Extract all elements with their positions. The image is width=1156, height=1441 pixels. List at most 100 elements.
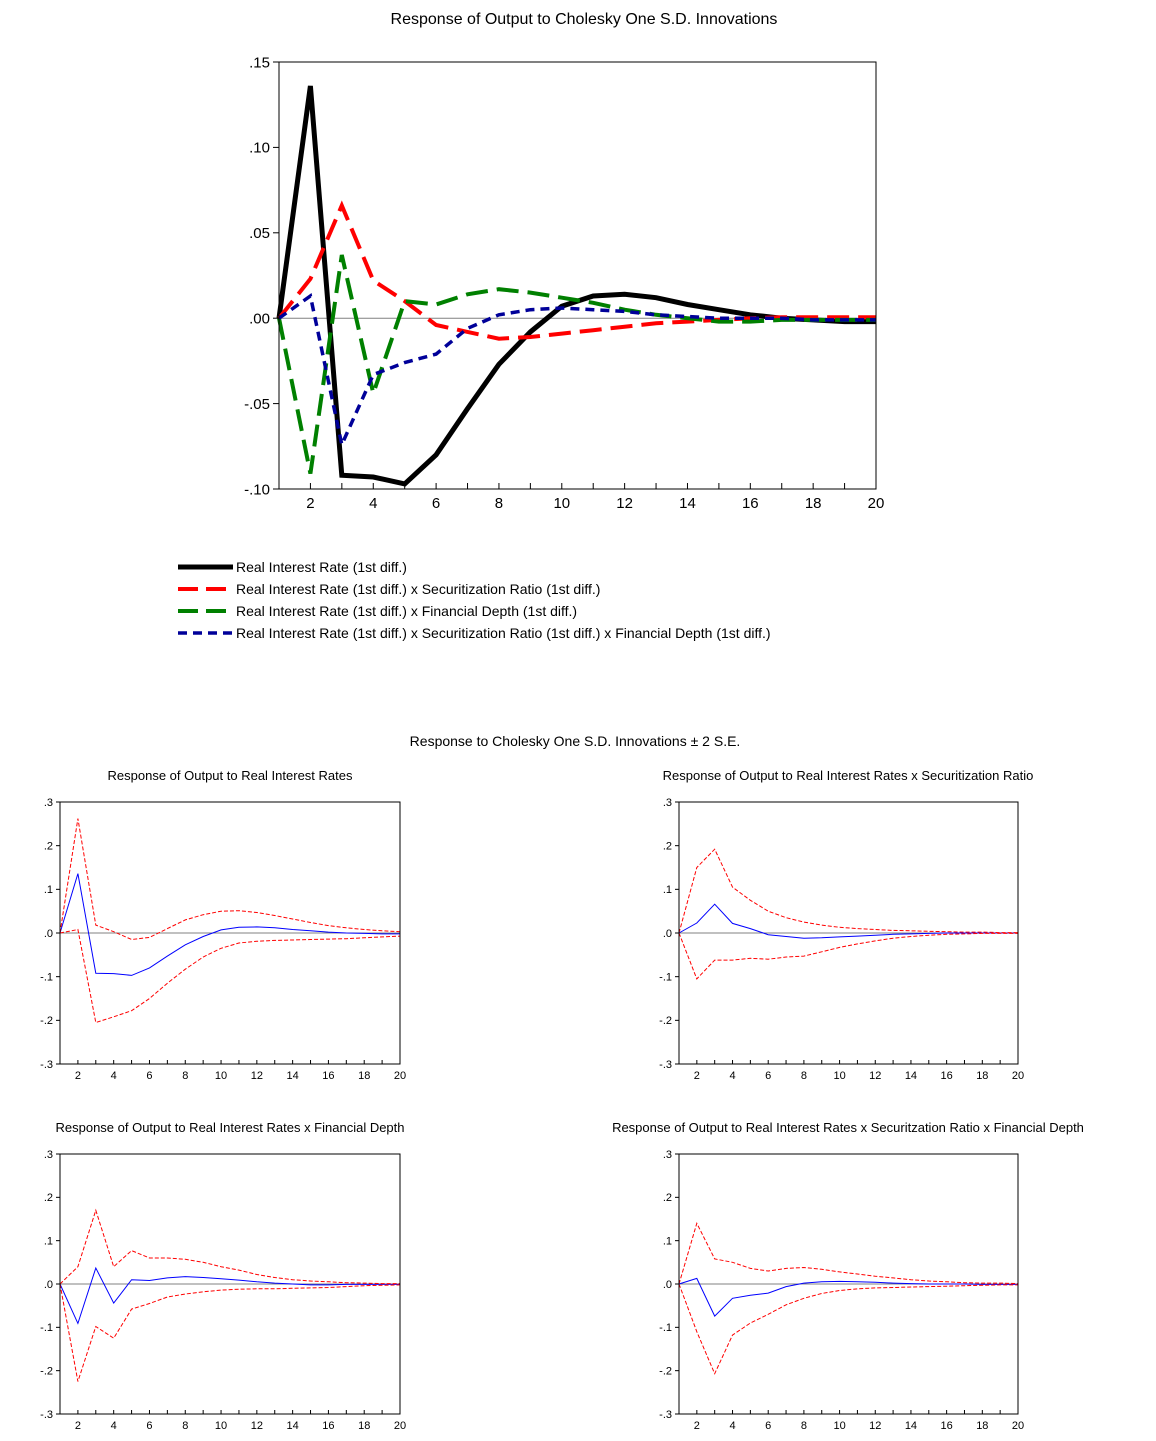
series-line-s3 [277,254,876,474]
series-line-response [678,1277,1018,1317]
x-tick-label: 12 [251,1420,263,1432]
panel-4-title: Response of Output to Real Interest Rate… [612,1120,1084,1135]
main-chart-legend: Real Interest Rate (1st diff.) Real Inter… [178,559,771,641]
legend-entry-label: Real Interest Rate (1st diff.) x Securit… [236,581,600,597]
series-line-response [59,1266,400,1325]
series-line-s2 [277,200,876,341]
x-tick-label: 14 [679,495,696,512]
series-line-response [678,903,1018,939]
y-tick-label: -.3 [659,1409,672,1421]
x-tick-label: 10 [833,1070,845,1082]
x-tick-label: 8 [495,495,503,512]
y-tick-label: -.10 [244,481,270,498]
series-line-lower [59,928,401,1024]
y-tick-label: -.1 [659,972,672,984]
x-tick-label: 6 [765,1420,771,1432]
y-tick-label: .1 [663,1236,672,1248]
y-tick-label: .3 [663,1149,672,1161]
series-line-lower [59,1283,401,1382]
x-tick-label: 2 [75,1070,81,1082]
x-tick-label: 2 [75,1420,81,1432]
x-tick-label: 18 [976,1070,988,1082]
panel-3-title: Response of Output to Real Interest Rate… [55,1120,404,1135]
y-tick-label: -.1 [659,1322,672,1334]
x-tick-label: 18 [805,495,822,512]
panel-1-title: Response of Output to Real Interest Rate… [108,768,353,783]
x-tick-label: 6 [765,1070,771,1082]
y-tick-label: .0 [663,928,672,940]
x-tick-label: 16 [941,1070,953,1082]
series-line-lower [678,932,1018,980]
x-tick-label: 18 [976,1420,988,1432]
y-tick-label: -.3 [40,1059,53,1071]
x-tick-label: 14 [287,1420,299,1432]
x-tick-label: 4 [111,1070,117,1082]
y-tick-label: .00 [249,310,270,327]
x-tick-label: 20 [394,1420,406,1432]
x-tick-label: 18 [358,1420,370,1432]
y-tick-label: -.1 [40,1322,53,1334]
y-tick-label: .2 [663,841,672,853]
x-tick-label: 12 [869,1420,881,1432]
x-tick-label: 20 [1012,1420,1024,1432]
y-tick-label: -.2 [40,1015,53,1027]
y-tick-label: .3 [663,797,672,809]
panel-real-interest-x-financial-depth: -.3 -.2 -.1 .0 .1 .2 .3 2 4 6 8 10 12 14 16 18 20 [40,1149,406,1432]
x-tick-label: 2 [694,1420,700,1432]
panel-real-interest-rates: -.3 -.2 -.1 .0 .1 .2 .3 2 4 6 8 10 12 14 16 18 20 [40,797,406,1082]
panel-real-interest-x-securitization-x-financial-depth: -.3 -.2 -.1 .0 .1 .2 .3 2 4 6 8 10 12 14 16 18 20 [659,1149,1024,1432]
plot-frame [278,61,877,490]
x-tick-label: 16 [941,1420,953,1432]
x-tick-label: 10 [833,1420,845,1432]
y-tick-label: .05 [249,225,270,242]
y-tick-label: -.1 [40,972,53,984]
y-tick-label: -.3 [659,1059,672,1071]
x-tick-label: 12 [251,1070,263,1082]
x-tick-label: 4 [111,1420,117,1432]
x-tick-label: 20 [868,495,885,512]
x-tick-label: 6 [146,1070,152,1082]
x-tick-label: 18 [358,1070,370,1082]
top-chart-title: Response of Output to Cholesky One S.D. … [391,11,778,28]
x-tick-label: 6 [146,1420,152,1432]
series-line-s4 [277,293,876,451]
x-tick-label: 12 [869,1070,881,1082]
x-tick-label: 20 [1012,1070,1024,1082]
x-tick-label: 14 [287,1070,299,1082]
y-tick-label: .3 [44,1149,53,1161]
series-line-response [59,873,400,976]
x-tick-label: 2 [306,495,314,512]
y-tick-label: -.05 [244,396,270,413]
x-tick-label: 16 [742,495,759,512]
series-line-upper [59,818,401,941]
x-tick-label: 8 [801,1070,807,1082]
x-tick-label: 12 [616,495,633,512]
x-tick-label: 10 [215,1070,227,1082]
panel-2-title: Response of Output to Real Interest Rate… [663,768,1034,783]
y-tick-label: -.2 [659,1015,672,1027]
x-tick-label: 10 [553,495,570,512]
y-tick-label: .0 [663,1279,672,1291]
y-tick-label: .0 [44,1279,53,1291]
y-tick-label: -.3 [40,1409,53,1421]
y-tick-label: -.2 [40,1366,53,1378]
legend-entry-label: Real Interest Rate (1st diff.) x Securit… [236,625,771,641]
x-tick-label: 6 [432,495,440,512]
series-line-upper [678,848,1018,934]
legend-entry-label: Real Interest Rate (1st diff.) [236,559,407,575]
series-line-upper [59,1208,400,1285]
x-tick-label: 2 [694,1070,700,1082]
x-tick-label: 14 [905,1070,917,1082]
x-tick-label: 14 [905,1420,917,1432]
series-line-lower [678,1283,1018,1375]
x-tick-label: 20 [394,1070,406,1082]
main-impulse-response-chart: -.10 -.05 .00 .05 .10 .15 2 4 6 8 10 12 14 16 18 20 [244,54,884,512]
series-line-upper [678,1221,1019,1285]
x-tick-label: 16 [322,1420,334,1432]
x-tick-label: 8 [801,1420,807,1432]
y-tick-label: .0 [44,928,53,940]
x-tick-label: 8 [182,1070,188,1082]
x-tick-label: 4 [729,1420,735,1432]
x-tick-label: 10 [215,1420,227,1432]
